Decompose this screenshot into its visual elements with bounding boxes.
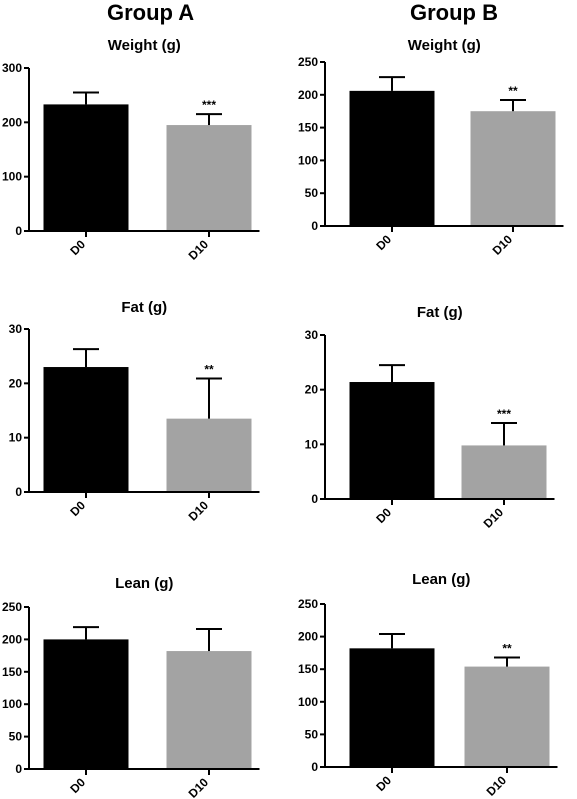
chart-title: Fat (g) (121, 299, 167, 316)
bar-d10 (464, 666, 550, 767)
y-tick-label: 50 (9, 730, 23, 744)
bar-d10 (166, 418, 252, 492)
y-tick-label: 100 (298, 153, 318, 167)
y-tick-label: 0 (311, 760, 318, 774)
y-tick-label: 20 (9, 376, 23, 390)
x-tick-label: D10 (490, 232, 516, 258)
chart-group-b-lean: Lean (g) D0 ** D10 0 50 100 150 200 250 (298, 571, 558, 799)
y-tick-label: 300 (2, 61, 22, 75)
chart-title: Lean (g) (412, 571, 470, 588)
bar-d10 (166, 651, 252, 769)
y-tick-label: 250 (298, 597, 318, 611)
significance-label: ** (502, 641, 512, 655)
y-tick-label: 0 (311, 492, 318, 506)
significance-label: *** (202, 98, 216, 112)
bar-d0 (349, 382, 435, 499)
y-tick-label: 30 (9, 322, 23, 336)
y-tick-label: 200 (298, 630, 318, 644)
y-tick-label: 200 (2, 115, 22, 129)
error-bar (500, 99, 526, 112)
x-tick-label: D0 (67, 775, 88, 796)
y-tick-label: 10 (9, 431, 23, 445)
x-tick-label: D0 (373, 232, 394, 253)
group-a-title: Group A (107, 0, 195, 25)
chart-group-a-weight: Weight (g) D0 *** D10 0 100 200 300 (2, 37, 260, 263)
x-tick-label: D0 (67, 237, 88, 258)
error-bar (73, 348, 99, 368)
chart-title: Fat (g) (417, 304, 463, 321)
y-tick-label: 150 (298, 662, 318, 676)
error-bar (196, 377, 222, 419)
y-tick-label: 250 (2, 600, 22, 614)
bar-d0 (43, 639, 129, 769)
bar-d10 (470, 111, 556, 226)
significance-label: ** (508, 84, 518, 98)
error-bar (379, 364, 405, 383)
error-bar (73, 91, 99, 105)
chart-title: Lean (g) (115, 575, 173, 592)
y-tick-label: 0 (15, 762, 22, 776)
chart-title: Weight (g) (108, 37, 181, 54)
chart-group-a-lean: Lean (g) D0 D10 0 50 100 150 200 250 (2, 575, 260, 799)
bar-d10 (461, 445, 547, 499)
y-tick-label: 100 (298, 695, 318, 709)
y-tick-label: 10 (305, 437, 319, 451)
error-bar (196, 628, 222, 652)
error-bar (196, 113, 222, 126)
x-tick-label: D10 (186, 775, 212, 799)
y-tick-label: 100 (2, 697, 22, 711)
error-bar (491, 422, 517, 446)
bar-d0 (43, 367, 129, 492)
y-tick-label: 250 (298, 55, 318, 69)
chart-group-a-fat: Fat (g) D0 ** D10 0 10 20 30 (9, 299, 260, 524)
x-tick-label: D10 (484, 773, 510, 799)
y-tick-label: 20 (305, 383, 319, 397)
y-tick-label: 200 (2, 632, 22, 646)
bar-d10 (166, 125, 252, 231)
chart-title: Weight (g) (408, 37, 481, 54)
y-tick-label: 0 (311, 219, 318, 233)
chart-group-b-fat: Fat (g) D0 *** D10 0 10 20 30 (305, 304, 555, 531)
y-tick-label: 100 (2, 170, 22, 184)
y-tick-label: 150 (2, 665, 22, 679)
error-bar (379, 632, 405, 649)
significance-label: ** (204, 362, 214, 376)
y-tick-label: 50 (305, 186, 319, 200)
group-b-title: Group B (410, 0, 498, 25)
x-tick-label: D0 (373, 505, 394, 526)
significance-label: *** (497, 407, 511, 421)
error-bar (73, 626, 99, 640)
bar-d0 (349, 90, 435, 226)
error-bar (379, 76, 405, 91)
x-tick-label: D10 (186, 498, 212, 524)
error-bar (494, 656, 520, 667)
bar-d0 (349, 648, 435, 767)
chart-group-b-weight: Weight (g) D0 ** D10 0 50 100 150 200 250 (298, 37, 564, 258)
y-tick-label: 50 (305, 727, 319, 741)
y-tick-label: 200 (298, 88, 318, 102)
y-tick-label: 150 (298, 121, 318, 135)
x-tick-label: D0 (67, 498, 88, 519)
bar-d0 (43, 104, 129, 231)
x-tick-label: D10 (186, 237, 212, 263)
x-tick-label: D0 (373, 773, 394, 794)
y-tick-label: 30 (305, 328, 319, 342)
y-tick-label: 0 (15, 224, 22, 238)
x-tick-label: D10 (481, 505, 507, 531)
y-tick-label: 0 (15, 485, 22, 499)
